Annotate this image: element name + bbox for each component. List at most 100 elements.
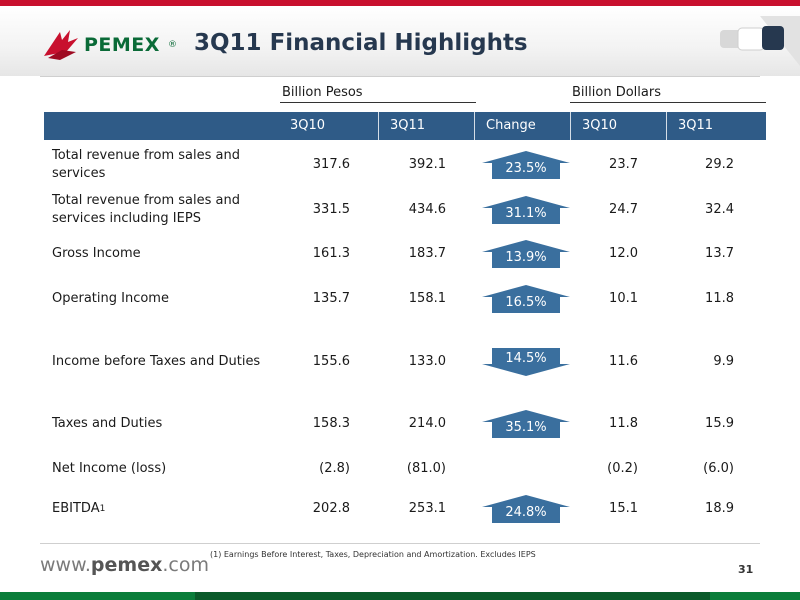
row-label: EBITDA 1 (52, 495, 267, 523)
value-cell: 9.9 (713, 354, 734, 369)
value-cell: 15.1 (609, 501, 638, 516)
table-row: Income before Taxes and Duties 155.6 133.0… (44, 340, 766, 384)
row-label: Taxes and Duties (52, 410, 267, 438)
value-cell: 135.7 (312, 291, 350, 306)
row-label-text: EBITDA (52, 501, 100, 516)
value-cell: 11.8 (609, 416, 638, 431)
website-suffix: .com (162, 554, 209, 576)
group-underline-dollars (570, 102, 766, 103)
row-label: Total revenue from sales and services in… (52, 190, 267, 230)
value-cell: (0.2) (607, 461, 638, 476)
value-cell: 32.4 (705, 202, 734, 217)
change-arrow-up: 16.5% (478, 285, 574, 313)
column-divider (666, 112, 667, 140)
value-cell: 434.6 (408, 202, 446, 217)
value-cell: 158.1 (408, 291, 446, 306)
row-label-text: Taxes and Duties (52, 416, 163, 431)
arrow-up-icon (482, 151, 570, 179)
website-prefix: www. (40, 554, 91, 576)
change-arrow-up: 23.5% (478, 151, 574, 179)
value-cell: 317.6 (312, 157, 350, 172)
change-arrow-up: 24.8% (478, 495, 574, 523)
value-cell: 202.8 (312, 501, 350, 516)
page-number: 31 (738, 563, 754, 576)
page-title: 3Q11 Financial Highlights (194, 30, 528, 56)
change-value: 24.8% (505, 505, 547, 520)
change-value: 16.5% (505, 295, 547, 310)
value-cell: 24.7 (609, 202, 638, 217)
value-cell: 12.0 (609, 246, 638, 261)
row-label-text: Total revenue from sales and services in… (52, 193, 240, 226)
arrow-up-icon (482, 495, 570, 523)
value-cell: 161.3 (312, 246, 350, 261)
table-row: Taxes and Duties 158.3 214.0 11.8 15.9 35.1% (44, 410, 766, 438)
column-header: 3Q10 (290, 118, 326, 133)
value-cell: (81.0) (406, 461, 446, 476)
value-cell: 392.1 (408, 157, 446, 172)
row-label-text: Net Income (loss) (52, 461, 167, 476)
row-label-footnote-marker: 1 (99, 504, 106, 514)
brand-name: PEMEX (84, 34, 160, 56)
row-label-text: Operating Income (52, 291, 169, 306)
group-underline-pesos (280, 102, 476, 103)
value-cell: (6.0) (703, 461, 734, 476)
change-value: 35.1% (505, 420, 547, 435)
change-value: 13.9% (505, 250, 547, 265)
value-cell: 158.3 (312, 416, 350, 431)
row-label-text: Gross Income (52, 246, 141, 261)
column-header: Change (486, 118, 536, 133)
arrow-up-icon (482, 410, 570, 438)
change-arrow-up: 31.1% (478, 196, 574, 224)
group-label-dollars: Billion Dollars (572, 85, 661, 100)
brand-registered-mark: ® (168, 40, 177, 50)
value-cell: 214.0 (408, 416, 446, 431)
pemex-eagle-icon (44, 30, 78, 60)
footnote: (1) Earnings Before Interest, Taxes, Dep… (210, 550, 536, 559)
column-header: 3Q11 (390, 118, 426, 133)
header-divider (40, 76, 760, 77)
value-cell: 18.9 (705, 501, 734, 516)
value-cell: 29.2 (705, 157, 734, 172)
value-cell: 23.7 (609, 157, 638, 172)
arrow-up-icon (482, 196, 570, 224)
change-arrow-down: 14.5% (478, 348, 574, 376)
top-accent-bar (0, 0, 800, 6)
table-row: Gross Income 161.3 183.7 12.0 13.7 13.9% (44, 240, 766, 268)
change-arrow-up: 35.1% (478, 410, 574, 438)
column-header: 3Q11 (678, 118, 714, 133)
row-label: Income before Taxes and Duties (52, 340, 267, 384)
column-divider (378, 112, 379, 140)
value-cell: 183.7 (408, 246, 446, 261)
table-row: Operating Income 135.7 158.1 10.1 11.8 16.5% (44, 285, 766, 313)
table-row: Total revenue from sales and services 317… (44, 145, 766, 185)
column-divider (474, 112, 475, 140)
website-domain: pemex (90, 554, 163, 576)
website-url[interactable]: www.pemex.com (40, 554, 209, 576)
value-cell: (2.8) (319, 461, 350, 476)
table-header: 3Q10 3Q11 Change 3Q10 3Q11 (44, 112, 766, 140)
value-cell: 133.0 (408, 354, 446, 369)
value-cell: 13.7 (705, 246, 734, 261)
table-row: Total revenue from sales and services in… (44, 190, 766, 230)
row-label: Net Income (loss) (52, 455, 267, 483)
arrow-up-icon (482, 285, 570, 313)
row-label: Operating Income (52, 285, 267, 313)
bottom-accent-bar-dark (195, 592, 710, 600)
corner-decoration-icon (720, 16, 800, 66)
change-arrow-up: 13.9% (478, 240, 574, 268)
pemex-logo: PEMEX ® (40, 26, 180, 66)
change-value: 31.1% (505, 206, 547, 221)
header-band (0, 6, 800, 76)
value-cell: 11.6 (609, 354, 638, 369)
value-cell: 253.1 (408, 501, 446, 516)
group-label-pesos: Billion Pesos (282, 85, 363, 100)
value-cell: 15.9 (705, 416, 734, 431)
arrow-up-icon (482, 240, 570, 268)
row-label-text: Income before Taxes and Duties (52, 354, 261, 369)
arrow-down-icon (482, 348, 570, 376)
table-row: Net Income (loss) (2.8) (81.0) (0.2) (6.0) (44, 455, 766, 483)
footer-divider (40, 543, 760, 544)
row-label-text: Total revenue from sales and services (52, 148, 240, 181)
table-row: EBITDA 1 202.8 253.1 15.1 18.9 24.8% (44, 495, 766, 523)
row-label: Total revenue from sales and services (52, 145, 267, 185)
